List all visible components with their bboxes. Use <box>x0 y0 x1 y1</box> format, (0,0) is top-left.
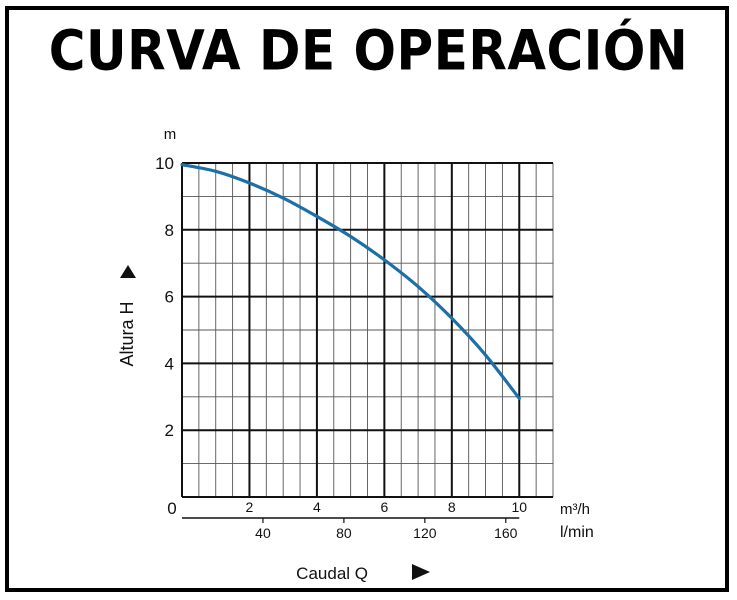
y-axis-title: Altura H <box>117 265 137 367</box>
y-tick-label: 10 <box>155 154 174 173</box>
x-secondary-tick-label: 120 <box>413 525 437 541</box>
x-tick-label: 10 <box>511 499 527 515</box>
x-axis-arrow-icon <box>412 564 430 580</box>
y-axis-arrow-icon <box>120 265 136 278</box>
y-unit-label: m <box>164 126 177 143</box>
tick-labels: 2 4 6 8 10 2 4 6 8 10 40 80 120 160 <box>155 154 527 541</box>
x-tick-label: 2 <box>246 499 254 515</box>
x-secondary-tick-label: 160 <box>494 525 518 541</box>
x-tick-label: 4 <box>313 499 321 515</box>
x-axis-label: Caudal Q <box>296 564 368 583</box>
x-tick-label: 8 <box>448 499 456 515</box>
grid-minor <box>181 162 554 498</box>
grid-major <box>181 162 553 498</box>
curve-layer <box>180 163 521 401</box>
origin-label: 0 <box>167 499 176 518</box>
x-tick-label: 6 <box>380 499 388 515</box>
x-unit-secondary-label: l/min <box>560 524 594 541</box>
curve-line <box>180 163 521 401</box>
x-secondary-tick-label: 40 <box>255 525 271 541</box>
chart-title: CURVA DE OPERACIÓN <box>48 19 689 83</box>
y-tick-label: 4 <box>165 354 174 373</box>
chart-frame <box>5 6 729 592</box>
y-tick-label: 2 <box>165 421 174 440</box>
x-secondary-tick-label: 80 <box>336 525 352 541</box>
y-tick-label: 8 <box>165 221 174 240</box>
y-axis-label: Altura H <box>117 301 137 366</box>
y-tick-label: 6 <box>165 288 174 307</box>
x-unit-primary-label: m³/h <box>560 501 590 518</box>
